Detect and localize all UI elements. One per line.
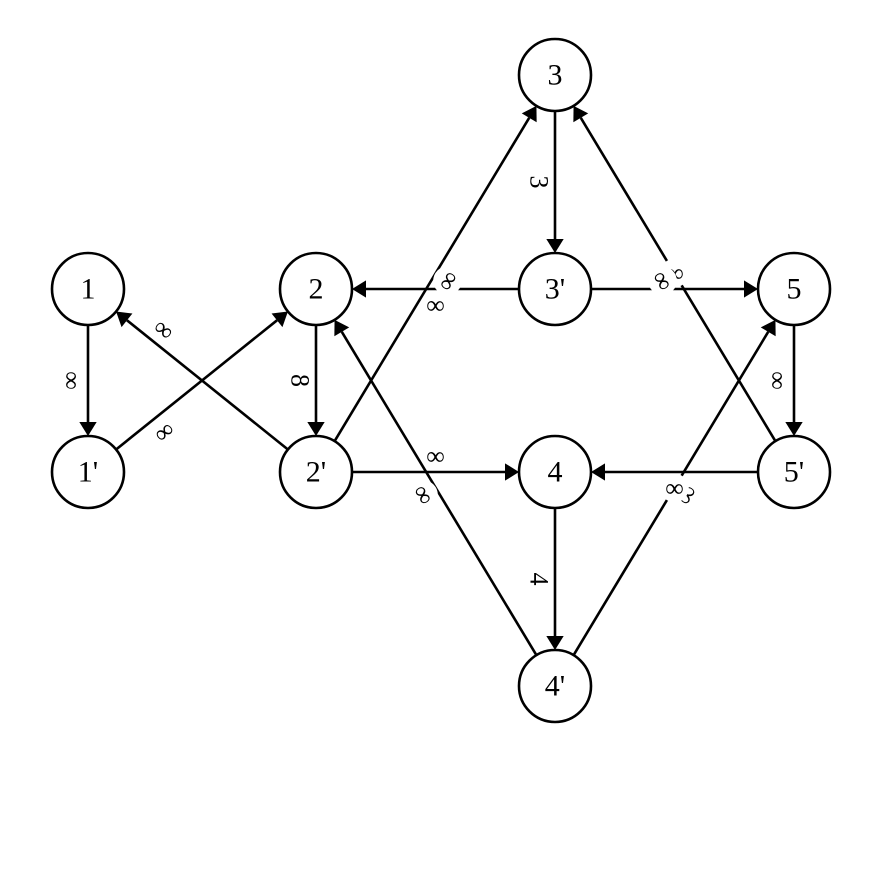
edge-labels-layer: ∞∞∞8∞∞3∞∞4∞∞∞∞∞ bbox=[58, 168, 793, 594]
node-n2: 2 bbox=[280, 253, 352, 325]
arrowhead-icon bbox=[591, 463, 605, 480]
node-n5p: 5' bbox=[758, 436, 830, 508]
arrowhead-icon bbox=[116, 312, 132, 328]
node-n4p: 4' bbox=[519, 650, 591, 722]
node-n3: 3 bbox=[519, 39, 591, 111]
node-n2p: 2' bbox=[280, 436, 352, 508]
node-n5: 5 bbox=[758, 253, 830, 325]
node-label: 5 bbox=[787, 273, 802, 306]
edge-label: 3 bbox=[525, 176, 554, 189]
node-label: 2 bbox=[309, 273, 324, 306]
node-n4: 4 bbox=[519, 436, 591, 508]
edge-label: 8 bbox=[286, 374, 315, 387]
edge-label: ∞ bbox=[406, 479, 440, 510]
node-label: 3 bbox=[548, 59, 563, 92]
edge-n1p-n2 bbox=[116, 320, 277, 449]
arrowhead-icon bbox=[785, 422, 802, 436]
node-label: 4 bbox=[548, 456, 563, 489]
node-n3p: 3' bbox=[519, 253, 591, 325]
edge-label: ∞ bbox=[665, 474, 684, 503]
arrowhead-icon bbox=[307, 422, 324, 436]
node-label: 4' bbox=[545, 670, 565, 703]
edge-label: ∞ bbox=[764, 371, 793, 390]
edge-label: 4 bbox=[525, 573, 554, 586]
node-label: 1 bbox=[81, 273, 96, 306]
arrowhead-icon bbox=[744, 280, 758, 297]
arrowhead-icon bbox=[546, 636, 563, 650]
arrowhead-icon bbox=[272, 312, 288, 328]
node-label: 5' bbox=[784, 456, 804, 489]
node-label: 2' bbox=[306, 456, 326, 489]
arrowhead-icon bbox=[505, 463, 519, 480]
graph-diagram: ∞∞∞8∞∞3∞∞4∞∞∞∞∞ 11'22'33'44'55' bbox=[0, 0, 882, 882]
arrowhead-icon bbox=[546, 239, 563, 253]
node-label: 1' bbox=[78, 456, 98, 489]
node-n1: 1 bbox=[52, 253, 124, 325]
node-n1p: 1' bbox=[52, 436, 124, 508]
edges-layer bbox=[79, 106, 802, 655]
nodes-layer: 1 1' 2 2' 3 3' 4 4' 5 5' bbox=[52, 39, 830, 722]
arrowhead-icon bbox=[79, 422, 96, 436]
edge-label: ∞ bbox=[426, 442, 445, 471]
arrowhead-icon bbox=[352, 280, 366, 297]
node-label: 3' bbox=[545, 273, 565, 306]
edge-label: ∞ bbox=[426, 291, 445, 320]
edge-label: ∞ bbox=[58, 371, 87, 390]
